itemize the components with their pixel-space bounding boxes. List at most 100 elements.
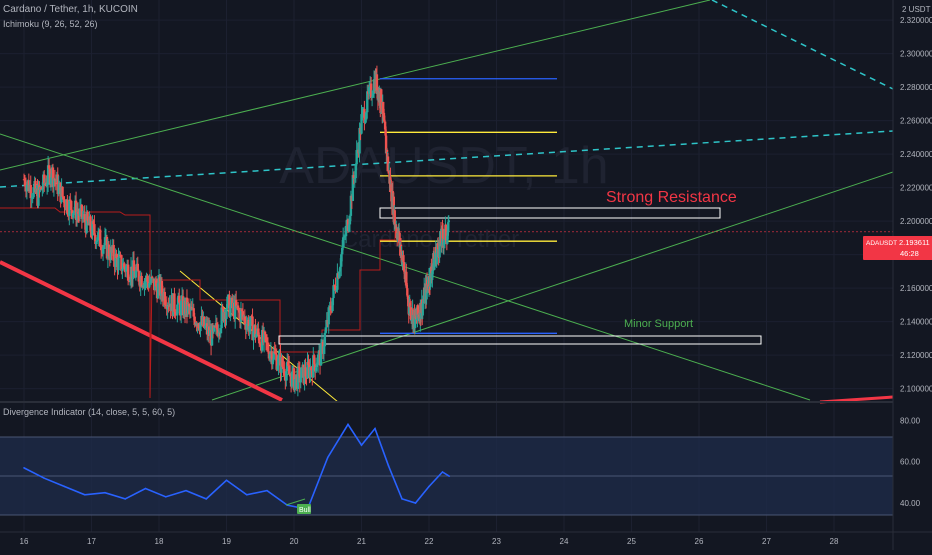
candle-body: [164, 304, 167, 307]
candle-body: [363, 108, 366, 123]
candle-body: [336, 273, 339, 290]
candle-body: [89, 216, 92, 231]
candle-body: [221, 307, 224, 309]
candle-body: [102, 245, 106, 248]
candle-body: [57, 184, 60, 195]
date-tick-label: 21: [357, 537, 366, 546]
ichimoku-legend[interactable]: Ichimoku (9, 26, 52, 26): [3, 19, 98, 29]
candle-body: [146, 276, 149, 282]
candle-body: [262, 331, 266, 343]
candle-body: [259, 343, 262, 345]
candle-body: [52, 178, 56, 187]
last-price-value: 2.193611: [899, 238, 930, 247]
rsi-point: [428, 485, 430, 488]
red-thick-downtrend-line[interactable]: [0, 260, 283, 402]
candle-body: [217, 332, 220, 336]
candle-body: [117, 257, 120, 271]
candle-body: [371, 93, 375, 97]
candle-body: [233, 300, 237, 320]
candle-body: [290, 371, 294, 387]
candle-body: [338, 271, 341, 279]
candle-body: [236, 305, 240, 311]
rsi-tick-label: 60.00: [900, 458, 921, 467]
teal-dashed-extension-up[interactable]: [711, 0, 894, 90]
candle-body: [276, 365, 279, 370]
candle-body: [315, 364, 319, 368]
price-tick-label: 2.300000: [900, 50, 932, 59]
green-ascending-support-line[interactable]: [211, 171, 894, 401]
candle-body: [393, 210, 396, 223]
candle-body: [115, 253, 118, 258]
candle-body: [286, 361, 289, 372]
candle-body: [275, 354, 278, 370]
candle-body: [332, 285, 335, 299]
upper-green-channel-line[interactable]: [0, 0, 711, 171]
candle-body: [156, 282, 160, 299]
candle-body: [150, 276, 153, 283]
candle-body: [366, 91, 369, 113]
date-tick-label: 22: [425, 537, 434, 546]
candle-body: [174, 311, 177, 315]
price-axis-bg[interactable]: [893, 0, 932, 550]
candle-body: [268, 353, 272, 359]
candle-body: [339, 266, 342, 272]
candle-body: [237, 310, 241, 312]
candle-body: [343, 236, 347, 238]
candle-body: [219, 328, 222, 334]
rsi-tick-label: 80.00: [900, 416, 921, 425]
candle-body: [70, 200, 73, 211]
last-price-symbol: ADAUSDT: [866, 240, 897, 247]
rsi-axis-ticks: 80.00 60.00 40.00: [900, 416, 921, 508]
date-tick-label: 24: [560, 537, 569, 546]
candle-body: [101, 247, 105, 254]
resistance-zone-box[interactable]: [379, 207, 721, 219]
candle-body: [375, 74, 379, 95]
candle-body: [368, 86, 371, 94]
candle-body: [179, 300, 183, 316]
rsi-point: [205, 498, 208, 500]
price-tick-label: 2.200000: [900, 217, 932, 226]
candle-body: [263, 331, 267, 335]
rsi-point: [326, 456, 329, 459]
candle-body: [41, 189, 44, 191]
symbol-title[interactable]: Cardano / Tether, 1h, KUCOIN: [3, 4, 138, 15]
candle-body: [381, 101, 385, 114]
date-tick-label: 26: [695, 537, 704, 546]
strong-resistance-label[interactable]: Strong Resistance: [606, 189, 737, 206]
candle-body: [341, 247, 344, 255]
candle-body: [56, 174, 59, 195]
candle-body: [53, 178, 57, 181]
candle-body: [354, 164, 357, 179]
candle-body: [352, 175, 355, 179]
candle-body: [287, 361, 290, 366]
candle-body: [140, 275, 143, 287]
candle-body: [210, 325, 214, 346]
candle-body: [349, 195, 353, 216]
support-zone-box[interactable]: [278, 335, 762, 345]
candle-body: [29, 184, 32, 199]
candle-body: [287, 365, 291, 375]
candle-body: [186, 304, 190, 314]
candle-body: [365, 112, 368, 120]
candle-body: [255, 333, 258, 338]
candle-body: [310, 367, 313, 371]
candle-body: [199, 322, 202, 332]
candle-body: [364, 119, 367, 123]
candle-body: [257, 328, 260, 335]
candle-body: [298, 367, 301, 383]
time-axis-ticks[interactable]: 16 17 18 19 20 21 22 23 24 25 26 27 28: [20, 537, 839, 546]
candle-body: [94, 235, 97, 244]
candle-body: [123, 263, 126, 268]
candle-body: [264, 334, 268, 342]
candle-body: [132, 260, 136, 271]
minor-support-label[interactable]: Minor Support: [624, 318, 693, 330]
candle-body: [74, 200, 78, 220]
candle-body: [297, 366, 301, 368]
divergence-legend[interactable]: Divergence Indicator (14, close, 5, 5, 6…: [3, 407, 176, 417]
candle-body: [78, 208, 82, 216]
candle-body: [203, 316, 206, 328]
candle-body: [402, 255, 405, 263]
candle-body: [314, 367, 318, 372]
